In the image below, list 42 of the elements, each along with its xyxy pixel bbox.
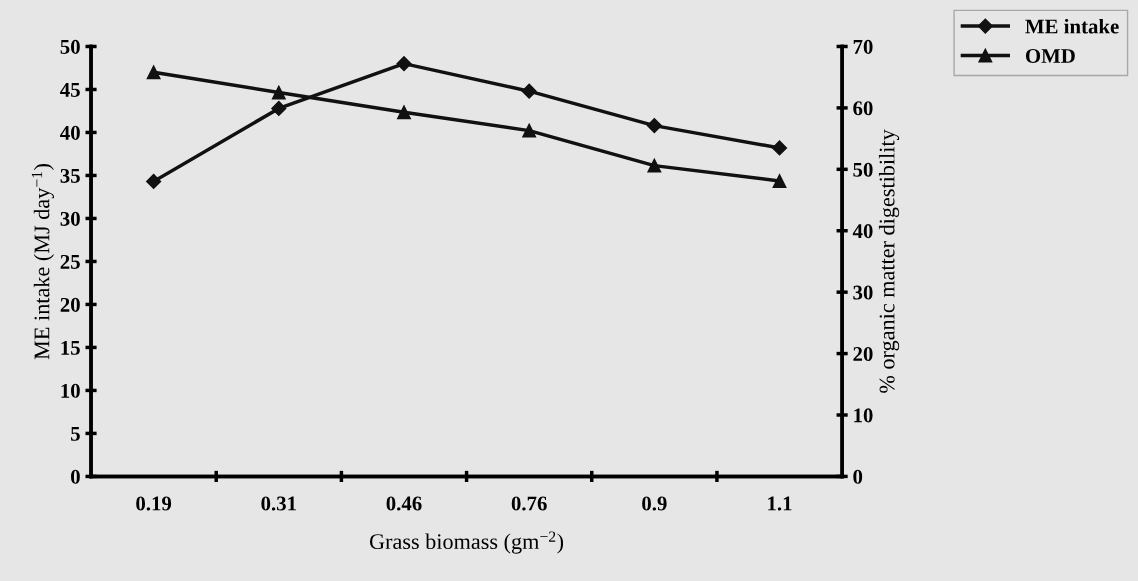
y2-tick-label: 0: [853, 469, 863, 484]
y-tick-label: 50: [60, 39, 80, 54]
point: [271, 100, 287, 116]
y-tick-label: 30: [60, 211, 80, 226]
legend-label: ME intake: [1025, 18, 1119, 34]
point: [646, 118, 662, 134]
y2-axis-title: % organic matter digestibility: [878, 129, 900, 393]
point: [396, 56, 412, 72]
point: [521, 83, 537, 99]
x-tick-label: 0.9: [642, 496, 667, 511]
y-tick-label: 5: [71, 427, 80, 441]
y-tick-label: 0: [71, 469, 80, 484]
y-tick-label: 40: [60, 125, 80, 140]
legend-label: OMD: [1025, 48, 1075, 63]
x-tick-label: 1.1: [768, 496, 792, 511]
y2-tick-label: 40: [852, 224, 873, 239]
y-tick-label: 35: [60, 168, 80, 183]
y2-tick-label: 70: [853, 39, 873, 54]
point: [397, 105, 411, 120]
x-tick-label: 0.46: [386, 496, 422, 511]
y-tick-label: 20: [60, 297, 80, 312]
x-tick-label: 0.19: [136, 496, 172, 511]
y-tick-label: 10: [61, 383, 80, 398]
y2-tick-label: 10: [854, 408, 873, 423]
point: [146, 65, 161, 80]
y-tick-label: 45: [60, 82, 80, 97]
y-tick-label: 15: [61, 340, 80, 355]
x-tick-label: 0.31: [261, 496, 296, 511]
point: [271, 85, 286, 100]
y2-tick-label: 60: [853, 101, 873, 116]
y-tick-label: 25: [60, 254, 80, 269]
point: [771, 140, 788, 156]
x-axis-title: Grass biomass (gm$^{−2}$): [369, 531, 564, 554]
y2-tick-label: 50: [853, 162, 873, 177]
point: [522, 123, 537, 138]
point: [772, 174, 787, 188]
point: [146, 173, 162, 190]
point: [647, 158, 662, 173]
y2-tick-label: 30: [853, 285, 873, 300]
y-axis-title: ME intake (MJ day$^{−1}$): [31, 164, 54, 360]
x-tick-label: 0.76: [511, 496, 547, 511]
y2-tick-label: 20: [853, 346, 873, 362]
